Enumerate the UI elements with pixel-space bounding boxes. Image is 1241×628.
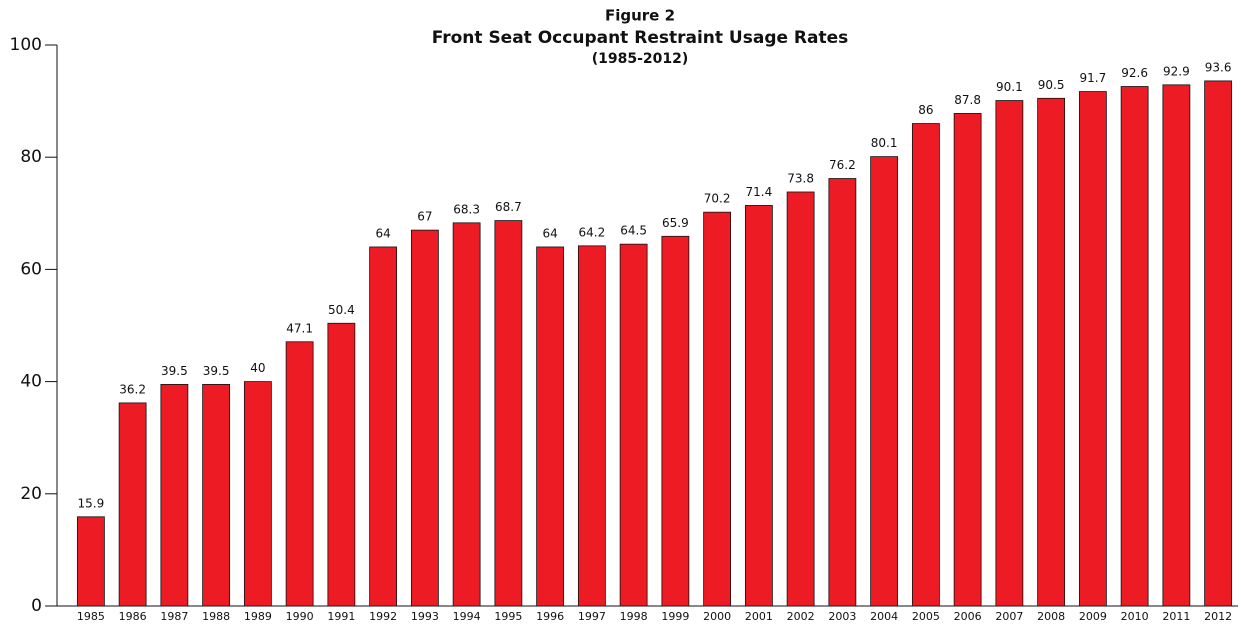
data-label: 50.4 <box>328 303 355 317</box>
x-tick-label: 1998 <box>620 610 648 623</box>
bar <box>285 341 314 607</box>
bar <box>327 322 356 607</box>
data-label: 36.2 <box>119 382 146 396</box>
y-tick-label: 40 <box>20 372 42 392</box>
data-label: 39.5 <box>161 364 188 378</box>
bar <box>744 205 773 607</box>
data-label: 68.3 <box>453 202 480 216</box>
bar <box>410 229 439 607</box>
x-tick-label: 2009 <box>1079 610 1107 623</box>
bar <box>870 156 899 607</box>
data-label: 67 <box>417 210 432 224</box>
bar <box>202 384 231 607</box>
y-tick-label: 80 <box>20 147 42 167</box>
data-label: 64.5 <box>620 224 647 238</box>
x-tick-label: 2012 <box>1204 610 1232 623</box>
bar <box>1162 84 1191 607</box>
bar <box>703 211 732 607</box>
data-label: 73.8 <box>787 171 814 185</box>
data-label: 86 <box>918 103 933 117</box>
data-label: 76.2 <box>829 158 856 172</box>
x-tick-label: 1987 <box>160 610 188 623</box>
x-tick-label: 1990 <box>286 610 314 623</box>
x-tick-label: 1995 <box>494 610 522 623</box>
bar <box>1204 80 1233 607</box>
bar <box>828 178 857 607</box>
bar <box>536 246 565 607</box>
x-tick-label: 1996 <box>536 610 564 623</box>
data-label: 92.6 <box>1121 66 1148 80</box>
y-tick-label: 60 <box>20 259 42 279</box>
bar <box>76 516 105 607</box>
bar <box>661 235 690 607</box>
chart-subtitle: Front Seat Occupant Restraint Usage Rate… <box>432 28 849 48</box>
bar <box>577 245 606 607</box>
data-label: 64.2 <box>579 225 606 239</box>
x-tick-label: 2001 <box>745 610 773 623</box>
x-tick-label: 2004 <box>870 610 898 623</box>
bar <box>1078 91 1107 607</box>
bar <box>953 113 982 607</box>
bar <box>786 191 815 607</box>
data-label: 93.6 <box>1205 60 1232 74</box>
y-tick-label: 0 <box>31 596 42 616</box>
bar <box>160 384 189 607</box>
y-tick-label: 20 <box>20 484 42 504</box>
y-tick-label: 100 <box>10 35 42 55</box>
x-tick-label: 2008 <box>1037 610 1065 623</box>
x-tick-label: 2003 <box>828 610 856 623</box>
x-tick-label: 1986 <box>119 610 147 623</box>
x-tick-label: 1997 <box>578 610 606 623</box>
data-label: 90.5 <box>1038 78 1065 92</box>
bar <box>911 123 940 607</box>
data-label: 70.2 <box>704 192 731 206</box>
chart-annotation: (1985-2012) <box>592 51 689 67</box>
x-tick-label: 2000 <box>703 610 731 623</box>
bar <box>619 243 648 607</box>
x-tick-label: 1999 <box>661 610 689 623</box>
data-label: 80.1 <box>871 136 898 150</box>
data-label: 91.7 <box>1080 71 1107 85</box>
bar <box>118 402 147 607</box>
data-label: 47.1 <box>286 321 313 335</box>
x-tick-label: 1988 <box>202 610 230 623</box>
x-tick-label: 2006 <box>954 610 982 623</box>
data-label: 15.9 <box>78 496 105 510</box>
x-tick-label: 1992 <box>369 610 397 623</box>
bar <box>1120 86 1149 607</box>
x-tick-label: 2007 <box>995 610 1023 623</box>
data-label: 71.4 <box>746 185 773 199</box>
data-label: 87.8 <box>954 93 981 107</box>
data-label: 68.7 <box>495 200 522 214</box>
data-label: 65.9 <box>662 216 689 230</box>
bar <box>995 100 1024 607</box>
x-tick-label: 2005 <box>912 610 940 623</box>
x-tick-label: 2011 <box>1162 610 1190 623</box>
x-tick-label: 2002 <box>787 610 815 623</box>
data-label: 64 <box>375 226 390 240</box>
x-tick-label: 1985 <box>77 610 105 623</box>
data-label: 40 <box>250 361 265 375</box>
bar <box>494 220 523 607</box>
x-tick-label: 2010 <box>1121 610 1149 623</box>
data-label: 92.9 <box>1163 64 1190 78</box>
data-label: 39.5 <box>203 364 230 378</box>
chart-title: Figure 2 <box>605 7 675 25</box>
bar <box>369 246 398 607</box>
bar <box>452 222 481 607</box>
x-tick-label: 1994 <box>453 610 481 623</box>
x-tick-label: 1991 <box>327 610 355 623</box>
bar <box>243 381 272 607</box>
x-tick-label: 1993 <box>411 610 439 623</box>
data-label: 90.1 <box>996 80 1023 94</box>
data-label: 64 <box>542 226 557 240</box>
bar <box>1037 97 1066 607</box>
x-tick-label: 1989 <box>244 610 272 623</box>
